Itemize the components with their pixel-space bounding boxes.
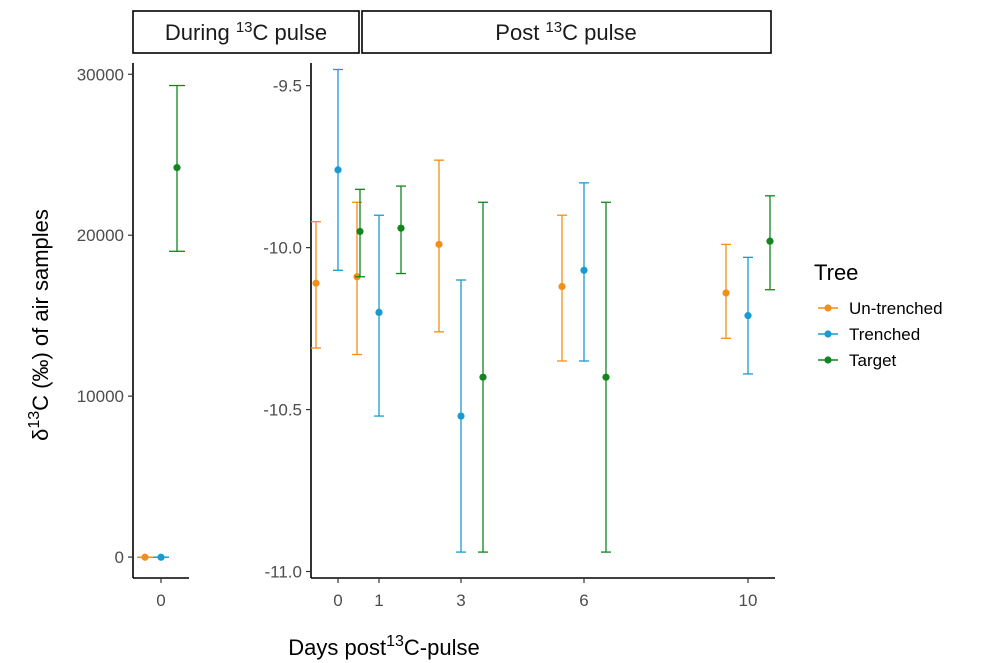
data-point xyxy=(479,373,487,381)
data-point xyxy=(397,224,405,232)
x-tick-label: 6 xyxy=(579,591,588,610)
legend-item-trenched: Trenched xyxy=(818,325,920,344)
data-point xyxy=(558,282,566,291)
data-point xyxy=(334,166,342,174)
legend-label: Un-trenched xyxy=(849,299,943,318)
y-tick-label: -11.0 xyxy=(265,563,303,582)
strip-during-box xyxy=(132,10,360,54)
legend-key-point xyxy=(824,330,832,338)
panel-post: -11.0 -10.5 -10.0 -9.5 0 1 3 6 10 xyxy=(263,63,775,610)
data-point xyxy=(602,373,610,381)
data-point xyxy=(580,266,588,274)
data-point xyxy=(375,308,383,317)
strip-during-label: During 13C pulse xyxy=(165,19,327,45)
x-axis-title: Days post13C-pulse xyxy=(288,633,479,660)
y-tick-label: 0 xyxy=(115,548,124,567)
data-point xyxy=(141,553,149,561)
y-tick-label: -9.5 xyxy=(273,77,302,96)
y-tick-label: -10.0 xyxy=(263,239,302,258)
data-point xyxy=(356,227,364,236)
legend-label: Target xyxy=(849,351,897,370)
series-target xyxy=(355,185,775,553)
data-point xyxy=(457,412,465,420)
legend-item-target: Target xyxy=(818,351,897,370)
y-tick-label: -10.5 xyxy=(263,401,302,420)
data-point xyxy=(312,279,320,287)
data-point xyxy=(722,289,730,297)
series-trenched xyxy=(333,68,753,553)
series-target xyxy=(169,84,185,252)
legend: Tree Un-trenched Trenched Target xyxy=(814,260,943,370)
legend-label: Trenched xyxy=(849,325,920,344)
series-trenched xyxy=(153,553,169,561)
y-axis-title: δ13C (‰) of air samples xyxy=(26,209,53,441)
y-tick-label: 30000 xyxy=(77,65,124,84)
legend-key-point xyxy=(824,356,832,364)
strip-during: During 13C pulse xyxy=(132,10,360,54)
legend-title: Tree xyxy=(814,260,858,285)
x-tick-label: 1 xyxy=(374,591,383,610)
legend-item-un-trenched: Un-trenched xyxy=(818,299,943,318)
strip-post-label: Post 13C pulse xyxy=(495,19,636,45)
panel-during: 0 10000 20000 30000 0 xyxy=(77,63,189,610)
series-un-trenched xyxy=(311,159,731,362)
data-point xyxy=(744,312,752,320)
x-tick-label: 0 xyxy=(333,591,342,610)
legend-key-point xyxy=(824,304,832,312)
x-tick-label: 3 xyxy=(456,591,465,610)
data-point xyxy=(435,240,443,248)
data-point xyxy=(157,553,165,561)
data-point xyxy=(766,237,774,245)
x-tick-label: 0 xyxy=(156,591,165,610)
y-tick-label: 20000 xyxy=(77,226,124,245)
strip-post-box xyxy=(361,10,772,54)
data-point xyxy=(173,164,181,172)
series-un-trenched xyxy=(137,553,153,561)
x-tick-label: 10 xyxy=(739,591,758,610)
strip-post: Post 13C pulse xyxy=(361,10,772,54)
y-tick-label: 10000 xyxy=(77,387,124,406)
